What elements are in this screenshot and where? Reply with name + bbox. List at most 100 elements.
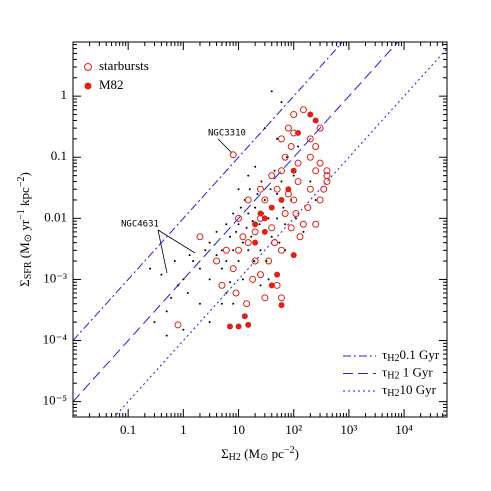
point bbox=[287, 142, 295, 150]
point bbox=[188, 254, 191, 257]
point bbox=[276, 137, 279, 140]
point bbox=[204, 249, 207, 252]
point bbox=[228, 235, 231, 238]
point bbox=[273, 185, 281, 193]
point bbox=[239, 233, 247, 241]
point bbox=[249, 275, 257, 283]
label-part: −1 bbox=[16, 209, 27, 220]
point bbox=[243, 300, 251, 308]
point bbox=[285, 156, 288, 159]
point bbox=[174, 321, 182, 329]
point bbox=[215, 230, 218, 233]
point bbox=[292, 210, 300, 218]
point bbox=[208, 278, 211, 281]
point bbox=[228, 281, 231, 284]
point bbox=[290, 252, 297, 259]
point bbox=[247, 249, 250, 252]
legend-marker bbox=[84, 82, 92, 90]
point bbox=[220, 267, 223, 270]
point bbox=[267, 217, 270, 220]
point bbox=[277, 294, 285, 302]
point bbox=[256, 193, 259, 196]
point bbox=[299, 220, 307, 228]
point bbox=[278, 241, 281, 244]
annotation: NGC3310 bbox=[208, 129, 246, 139]
point bbox=[260, 180, 263, 183]
point bbox=[259, 249, 262, 252]
label-part: τ bbox=[382, 382, 387, 397]
x-tick-label: 0.1 bbox=[120, 422, 136, 437]
point bbox=[280, 101, 283, 104]
point bbox=[245, 226, 248, 229]
label-part: pc bbox=[268, 446, 284, 461]
label-part: H2 bbox=[387, 353, 399, 364]
point bbox=[290, 196, 298, 204]
label-part: kpc bbox=[17, 187, 32, 209]
point bbox=[282, 206, 285, 209]
point bbox=[229, 151, 237, 159]
point bbox=[261, 228, 268, 235]
point bbox=[316, 196, 324, 204]
legend-marker bbox=[84, 63, 92, 71]
y-tick-label: 1 bbox=[61, 87, 68, 102]
point bbox=[294, 178, 302, 186]
point bbox=[294, 159, 302, 167]
x-axis-label: ΣH2 (M⊙ pc−2) bbox=[221, 445, 299, 463]
point bbox=[274, 271, 281, 278]
label-part: ) bbox=[295, 446, 299, 461]
point bbox=[312, 142, 320, 150]
point bbox=[241, 278, 244, 281]
label-part: ⊙ bbox=[260, 452, 268, 463]
point bbox=[229, 265, 237, 273]
x-tick-label: 1 bbox=[180, 422, 187, 437]
y-tick-label: 10⁻⁴ bbox=[43, 332, 68, 347]
x-tick-label: 10² bbox=[285, 422, 302, 437]
point bbox=[309, 180, 312, 183]
point bbox=[208, 321, 211, 324]
point bbox=[182, 328, 185, 331]
point bbox=[252, 260, 255, 263]
point bbox=[232, 212, 235, 215]
point bbox=[314, 198, 317, 201]
point bbox=[182, 278, 185, 281]
point bbox=[241, 241, 244, 244]
point bbox=[273, 281, 281, 289]
point bbox=[270, 235, 273, 238]
legend-label: τH20.1 Gyr bbox=[382, 347, 440, 364]
point bbox=[244, 196, 252, 204]
y-axis-label: ΣSFR (M⊙ yr−1 kpc−2) bbox=[16, 172, 34, 287]
point bbox=[297, 145, 300, 148]
x-tick-label: 10³ bbox=[340, 422, 357, 437]
point bbox=[254, 206, 257, 209]
point bbox=[208, 241, 211, 244]
point bbox=[263, 127, 266, 130]
point bbox=[269, 188, 272, 191]
point bbox=[250, 235, 253, 238]
point bbox=[267, 278, 270, 281]
point bbox=[306, 153, 314, 161]
label-part: 10 Gyr bbox=[399, 382, 436, 397]
point bbox=[160, 273, 163, 276]
point bbox=[256, 185, 264, 193]
label-part: (M bbox=[17, 242, 32, 262]
point bbox=[278, 302, 285, 309]
label-part: (M bbox=[241, 446, 261, 461]
point bbox=[237, 260, 240, 263]
point bbox=[304, 204, 312, 212]
point bbox=[268, 224, 276, 232]
point bbox=[248, 188, 251, 191]
point bbox=[277, 246, 285, 254]
point bbox=[218, 281, 226, 289]
label-part: H2 bbox=[387, 371, 399, 382]
legend-label: starbursts bbox=[99, 58, 149, 73]
point bbox=[232, 302, 235, 305]
legend-label: τH2 1 Gyr bbox=[382, 364, 433, 381]
point bbox=[276, 217, 279, 220]
point bbox=[198, 267, 201, 270]
label-part: τ bbox=[382, 364, 387, 379]
legend-label: M82 bbox=[99, 77, 124, 92]
point bbox=[290, 167, 297, 174]
model-line bbox=[73, 42, 399, 402]
point bbox=[165, 310, 168, 313]
point bbox=[153, 321, 156, 324]
